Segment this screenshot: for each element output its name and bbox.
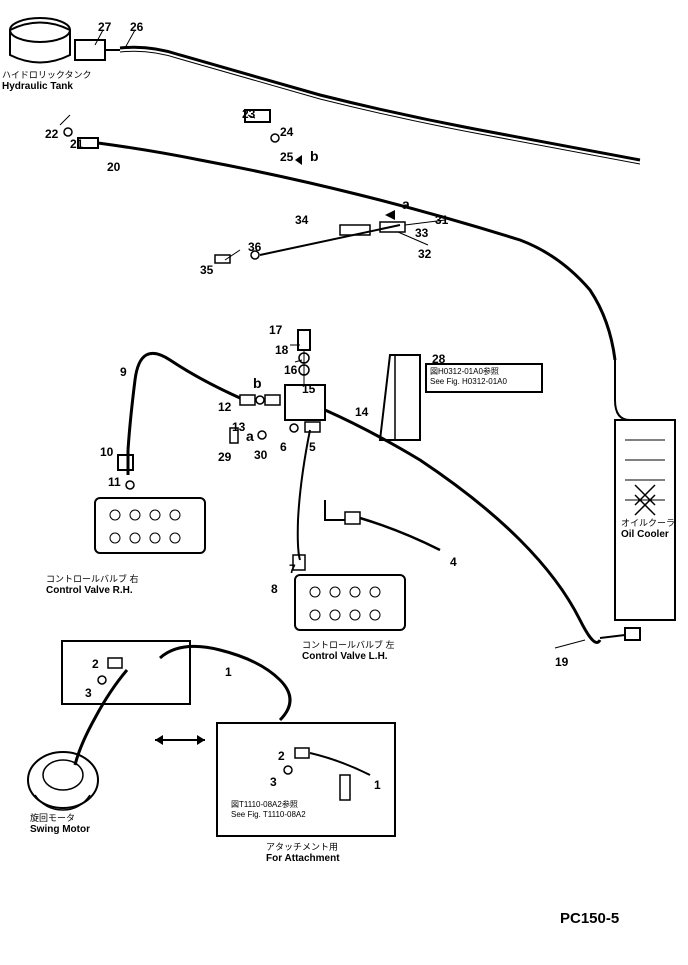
label-control-valve-rh: コントロールバルブ 右 Control Valve R.H.: [46, 574, 139, 597]
callout-31: 31: [435, 213, 448, 227]
callout-24: 24: [280, 125, 293, 139]
callout-20: 20: [107, 160, 120, 174]
callout-7: 7: [289, 562, 296, 576]
callout-15: 15: [302, 382, 315, 396]
ref-note-1: 図H0312-01A0参照 See Fig. H0312-01A0: [430, 367, 507, 386]
callout-11: 11: [108, 475, 121, 489]
callout-26: 26: [130, 20, 143, 34]
callout-33: 33: [415, 226, 428, 240]
arrow-b-1: b: [310, 148, 319, 164]
arrow-a-2: a: [246, 428, 254, 444]
callout-6: 6: [280, 440, 287, 454]
callout-1: 1: [225, 665, 232, 679]
callout-22: 22: [45, 127, 58, 141]
callout-10: 10: [100, 445, 113, 459]
model-label: PC150-5: [560, 910, 619, 927]
callout-30: 30: [254, 448, 267, 462]
detail-box-swing: [61, 640, 191, 705]
callout-14: 14: [355, 405, 368, 419]
callout-36: 36: [248, 240, 261, 254]
label-oil-cooler: オイルクーラ Oil Cooler: [621, 518, 675, 541]
callout-2: 2: [92, 657, 99, 671]
callout-29: 29: [218, 450, 231, 464]
callout-3: 3: [85, 686, 92, 700]
callout-8: 8: [271, 582, 278, 596]
callout-17: 17: [269, 323, 282, 337]
callout-27: 27: [98, 20, 111, 34]
callout-5: 5: [309, 440, 316, 454]
arrow-b-2: b: [253, 375, 262, 391]
callout-32: 32: [418, 247, 431, 261]
callout-23: 23: [242, 107, 255, 121]
callout-34: 34: [295, 213, 308, 227]
callout-13: 13: [232, 420, 245, 434]
label-swing-motor: 旋回モータ Swing Motor: [30, 813, 90, 836]
callout-18: 18: [275, 343, 288, 357]
diagram-root: 1 1 2 2 3 3 4 5 6 7 8 9 10 11 12 13 14 1…: [0, 0, 688, 965]
arrow-a-1: a: [402, 196, 410, 212]
label-for-attachment: アタッチメント用 For Attachment: [266, 842, 340, 865]
detail-box-attachment: [216, 722, 396, 837]
callout-3b: 3: [270, 775, 277, 789]
callout-28: 28: [432, 352, 445, 366]
callout-35: 35: [200, 263, 213, 277]
callout-1b: 1: [374, 778, 381, 792]
label-hydraulic-tank: ハイドロリックタンク Hydraulic Tank: [2, 70, 91, 93]
callout-4: 4: [450, 555, 457, 569]
callout-16: 16: [284, 363, 297, 377]
callout-25: 25: [280, 150, 293, 164]
callout-2b: 2: [278, 749, 285, 763]
callout-9: 9: [120, 365, 127, 379]
callout-19: 19: [555, 655, 568, 669]
callout-12: 12: [218, 400, 231, 414]
callout-21: 21: [70, 137, 83, 151]
ref-note-2: 図T1110-08A2参照 See Fig. T1110-08A2: [231, 800, 306, 819]
label-control-valve-lh: コントロールバルブ 左 Control Valve L.H.: [302, 640, 395, 663]
